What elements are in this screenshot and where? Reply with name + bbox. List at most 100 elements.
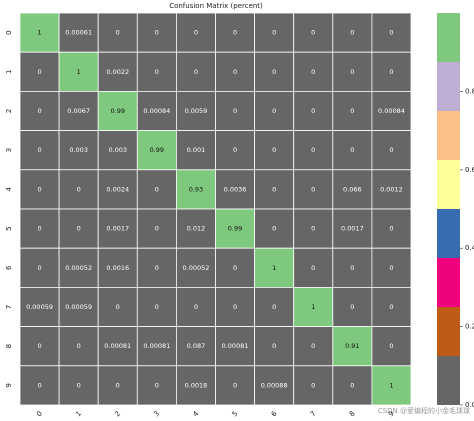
heatmap-cell (19, 365, 60, 406)
cell-label: 0 (350, 107, 354, 115)
heatmap-cell (215, 91, 255, 132)
heatmap-cell (215, 130, 255, 171)
cell-label: 0 (311, 185, 315, 193)
cell-label: 0 (194, 68, 198, 76)
y-tick-label: 4 (5, 187, 13, 192)
cell-label: 0 (233, 107, 237, 115)
cell-label: 0 (77, 342, 81, 350)
cell-label: 0.00059 (26, 303, 53, 311)
cell-label: 0 (77, 225, 81, 233)
cell-label: 0 (233, 303, 237, 311)
cell-label: 0 (37, 225, 41, 233)
cell-label: 0 (233, 146, 237, 154)
cell-label: 0 (116, 381, 120, 389)
cell-label: 0 (233, 264, 237, 272)
heatmap-cell (371, 12, 412, 53)
heatmap-cell (175, 51, 216, 92)
colorbar-segment (437, 258, 460, 307)
cell-label: 0 (272, 225, 276, 233)
heatmap-cell (58, 130, 99, 171)
cell-label: 0 (389, 264, 393, 272)
heatmap-cell (136, 365, 177, 406)
heatmap-cell (332, 365, 373, 406)
cell-label: 0 (37, 381, 41, 389)
heatmap-cell (97, 365, 138, 406)
heatmap-cell (58, 208, 99, 249)
cell-label: 0 (389, 342, 393, 350)
heatmap-cell (136, 91, 177, 132)
colorbar-tick-label: 0.2 (465, 323, 474, 331)
cell-label: 0.99 (111, 107, 125, 115)
heatmap-cell (293, 208, 334, 249)
heatmap-cell (332, 91, 373, 132)
cell-label: 0.0022 (106, 68, 129, 76)
x-tick-label: 6 (270, 409, 279, 418)
cell-label: 0 (233, 68, 237, 76)
heatmap-cell (97, 286, 138, 327)
x-tick-label: 7 (309, 410, 318, 419)
cell-label: 0.0024 (106, 185, 129, 193)
cell-label: 0.00084 (143, 107, 170, 115)
x-tick-label: 9 (387, 410, 396, 419)
cell-label: 0.0012 (380, 185, 403, 193)
cell-label: 0 (350, 264, 354, 272)
y-tick-label: 2 (5, 109, 13, 113)
cell-label: 0.0017 (341, 225, 364, 233)
cell-label: 0.0067 (67, 107, 90, 115)
colorbar-segment (437, 307, 460, 356)
heatmap-cell (254, 51, 295, 92)
heatmap-cell (293, 91, 334, 132)
heatmap-cell (293, 247, 334, 288)
heatmap-cell (175, 208, 216, 249)
cell-label: 0 (155, 29, 159, 37)
cell-label: 0.0017 (106, 225, 129, 233)
cell-label: 0.0016 (106, 264, 129, 272)
cell-label: 0.087 (187, 342, 206, 350)
cell-label: 0 (311, 264, 315, 272)
cell-label: 0 (155, 185, 159, 193)
cell-label: 0 (389, 29, 393, 37)
heatmap-cell (175, 286, 216, 327)
cell-label: 0 (77, 185, 81, 193)
cell-label: 0.00088 (261, 381, 288, 389)
heatmap-cell (97, 326, 138, 367)
cell-label: 0.003 (108, 146, 127, 154)
heatmap-cell (371, 51, 412, 92)
cell-label: 0.00081 (222, 342, 249, 350)
heatmap-cell (371, 286, 412, 327)
cell-label: 0.93 (189, 185, 203, 193)
colorbar-tick-label: 0.8 (465, 87, 474, 95)
x-tick-label: 4 (192, 409, 201, 418)
heatmap-cell (254, 326, 295, 367)
cell-label: 0.91 (345, 342, 359, 350)
heatmap-cell (332, 169, 373, 210)
cell-label: 0 (37, 264, 41, 272)
y-tick-label: 3 (5, 148, 13, 152)
x-tick-label: 5 (231, 410, 240, 419)
heatmap-cell (293, 130, 334, 171)
cell-label: 0 (272, 29, 276, 37)
heatmap-cell (175, 365, 216, 406)
cell-label: 0.0036 (224, 185, 247, 193)
cell-label: 0 (272, 146, 276, 154)
chart-title: Confusion Matrix (percent) (169, 2, 263, 10)
cell-label: 0 (194, 29, 198, 37)
cell-label: 0 (350, 146, 354, 154)
heatmap-cell (58, 365, 99, 406)
cell-label: 0 (116, 303, 120, 311)
cell-label: 0.0018 (185, 381, 208, 389)
y-tick-label: 6 (5, 265, 13, 270)
cell-label: 0 (155, 381, 159, 389)
heatmap-cell (215, 365, 255, 406)
cell-label: 0 (233, 29, 237, 37)
cell-label: 0.99 (228, 225, 242, 233)
heatmap-cell (371, 365, 412, 406)
colorbar-segment (437, 160, 460, 209)
watermark: CSDN @爱编程的小金毛球球 (378, 406, 470, 415)
cell-label: 0 (311, 225, 315, 233)
heatmap-cell (254, 91, 295, 132)
cell-label: 1 (311, 303, 315, 311)
heatmap-cell (215, 326, 255, 367)
colorbar-segment (437, 356, 460, 405)
